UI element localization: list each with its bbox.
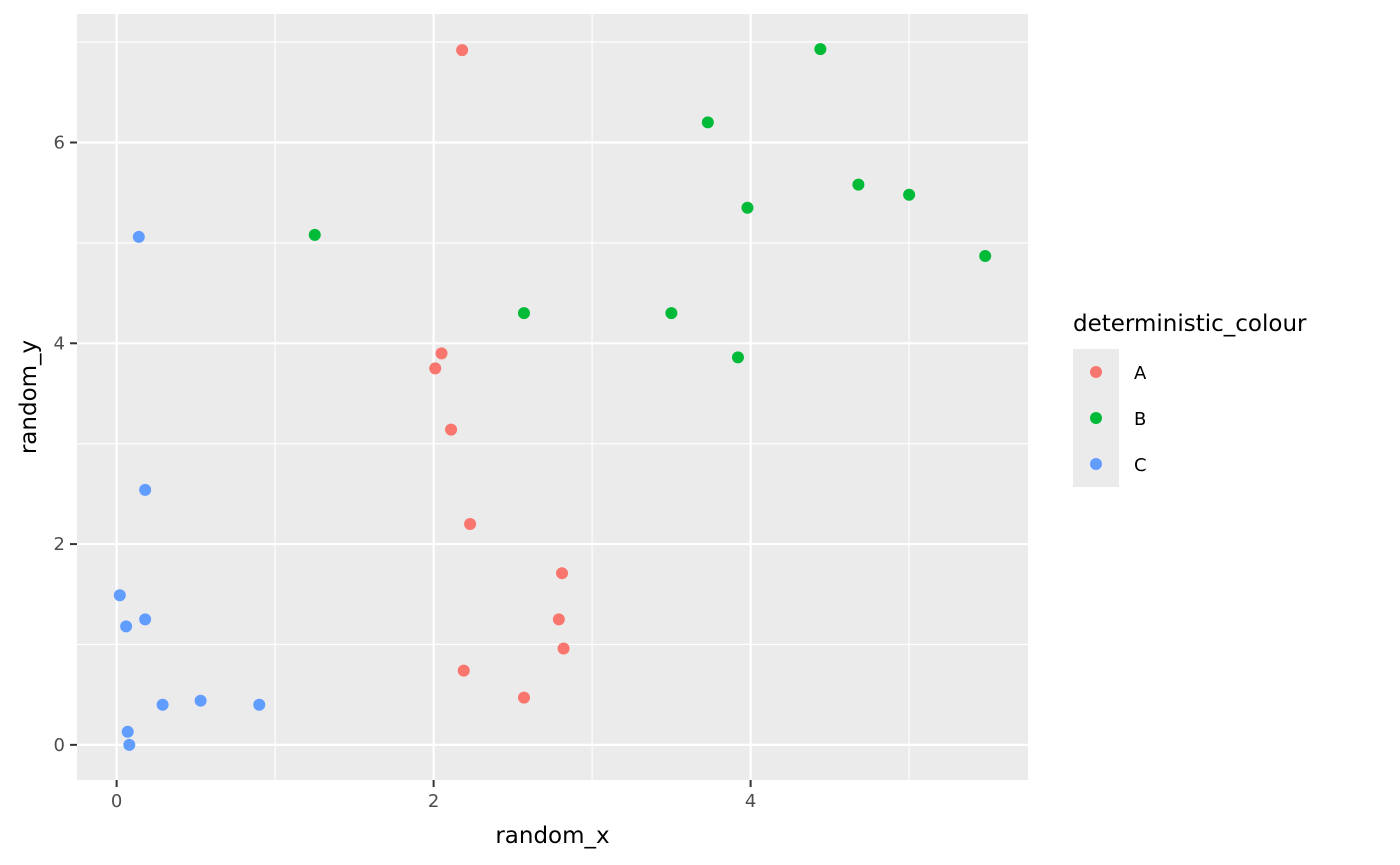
point-series-c [123, 738, 136, 751]
y-tick-label: 2 [54, 534, 65, 555]
legend: deterministic_colour A B C [1073, 311, 1307, 487]
y-axis: 0 2 4 6 [54, 133, 77, 756]
x-axis-title: random_x [495, 823, 609, 849]
x-tick-label: 0 [111, 791, 122, 812]
legend-key-a [1090, 366, 1102, 378]
point-series-c [121, 725, 134, 738]
point-series-b [852, 178, 865, 191]
legend-label-b: B [1134, 409, 1146, 430]
point-series-c [139, 613, 152, 626]
panel-background [77, 14, 1028, 780]
point-series-c [139, 483, 152, 496]
point-series-a [445, 423, 458, 436]
y-tick-label: 0 [54, 735, 65, 756]
point-series-b [903, 188, 916, 201]
point-series-c [156, 698, 169, 711]
data-points [113, 43, 992, 751]
point-series-a [517, 691, 530, 704]
x-tick-label: 4 [745, 791, 756, 812]
point-series-c [113, 589, 126, 602]
major-gridlines [77, 14, 1028, 780]
point-series-a [464, 517, 477, 530]
point-series-c [194, 694, 207, 707]
point-series-a [552, 613, 565, 626]
point-series-c [132, 230, 145, 243]
point-series-b [814, 43, 827, 56]
legend-label-c: C [1134, 455, 1147, 476]
point-series-c [120, 620, 133, 633]
plot-panel [77, 14, 1028, 780]
point-series-b [979, 249, 992, 262]
legend-key-b [1090, 412, 1102, 424]
y-axis-title: random_y [16, 340, 42, 454]
legend-key-c [1090, 458, 1102, 470]
point-series-a [456, 44, 469, 57]
point-series-a [557, 642, 570, 655]
point-series-b [701, 116, 714, 129]
point-series-b [731, 351, 744, 364]
point-series-b [308, 228, 321, 241]
point-series-a [435, 347, 448, 360]
point-series-b [741, 201, 754, 214]
point-series-a [429, 362, 442, 375]
x-tick-label: 2 [428, 791, 439, 812]
y-tick-label: 4 [54, 333, 65, 354]
point-series-c [253, 698, 266, 711]
point-series-a [556, 567, 569, 580]
point-series-a [457, 664, 470, 677]
point-series-b [665, 307, 678, 320]
point-series-b [517, 307, 530, 320]
legend-label-a: A [1134, 363, 1147, 384]
legend-items: A B C [1090, 363, 1147, 476]
legend-title: deterministic_colour [1073, 311, 1307, 337]
x-axis: 0 2 4 [111, 780, 756, 812]
y-tick-label: 6 [54, 133, 65, 154]
